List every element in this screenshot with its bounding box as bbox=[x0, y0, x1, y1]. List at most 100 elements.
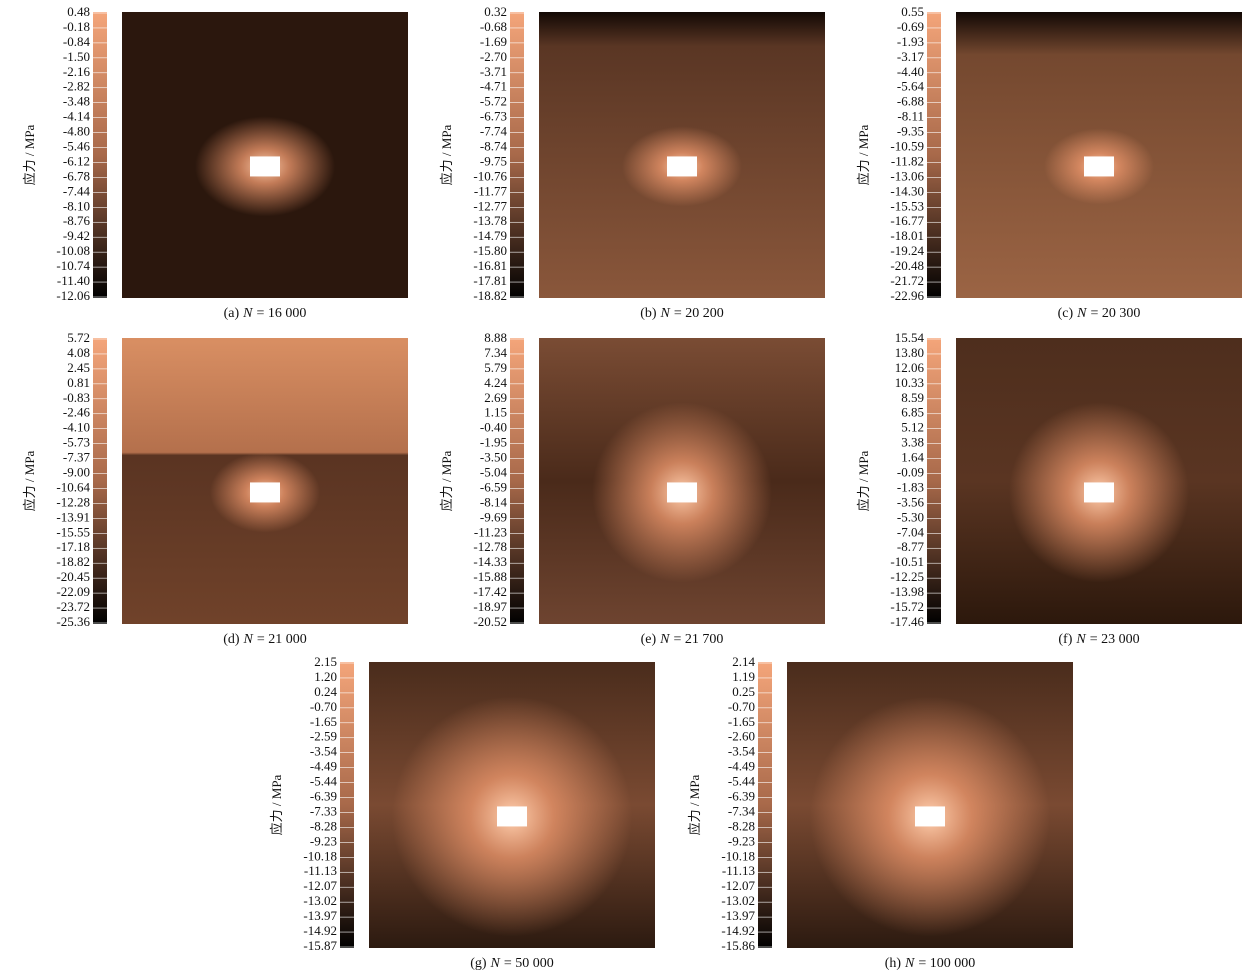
colorbar-tick-label: -25.36 bbox=[56, 614, 90, 629]
colorbar-tick-label: -9.75 bbox=[480, 153, 507, 168]
colorbar-tick-label: -7.33 bbox=[310, 803, 337, 818]
caption-label: (d) bbox=[223, 632, 240, 647]
colorbar-tick-label: 2.15 bbox=[314, 654, 337, 669]
caption-variable: N bbox=[490, 956, 501, 971]
colorbar-tick-label: -17.46 bbox=[890, 614, 924, 629]
colorbar-tick-label: 2.14 bbox=[732, 654, 755, 669]
caption-variable: N bbox=[243, 632, 254, 647]
colorbar-tick-label: -20.48 bbox=[890, 258, 924, 273]
colorbar-tick-label: 1.64 bbox=[901, 450, 924, 465]
colorbar-tick-label: -6.12 bbox=[63, 153, 90, 168]
caption-variable: N bbox=[904, 956, 915, 971]
colorbar-tick-label: 6.85 bbox=[901, 405, 924, 420]
colorbar-tick-label: -5.72 bbox=[480, 94, 507, 109]
colorbar-tick-label: -8.28 bbox=[310, 818, 337, 833]
colorbar-tick-label: -7.37 bbox=[63, 450, 91, 465]
colorbar-tick-label: -2.82 bbox=[63, 79, 90, 94]
colorbar-tick-label: -14.92 bbox=[303, 923, 337, 938]
colorbar-tick-label: 4.08 bbox=[67, 345, 90, 360]
caption-value: = 16 000 bbox=[256, 306, 306, 321]
colorbar-tick-label: -7.34 bbox=[728, 803, 756, 818]
colorbar-tick-label: 0.48 bbox=[67, 4, 90, 19]
colorbar-tick-label: -9.42 bbox=[63, 228, 90, 243]
colorbar-tick-label: -0.68 bbox=[480, 19, 507, 34]
colorbar-tick-label: -18.97 bbox=[473, 599, 507, 614]
colorbar-tick-label: 0.32 bbox=[484, 4, 507, 19]
colorbar-tick-label: -10.08 bbox=[56, 243, 90, 258]
colorbar-tick-label: -8.11 bbox=[897, 109, 924, 124]
colorbar-tick-label: -12.77 bbox=[473, 198, 507, 213]
colorbar-tick-label: -4.80 bbox=[63, 124, 90, 139]
colorbar-tick-label: -20.45 bbox=[56, 569, 90, 584]
colorbar-tick-label: 8.88 bbox=[484, 330, 507, 345]
colorbar-tick-label: -8.10 bbox=[63, 198, 90, 213]
colorbar-tick-label: -14.92 bbox=[721, 923, 755, 938]
colorbar-tick-label: -8.14 bbox=[480, 494, 508, 509]
colorbar-tick-label: -7.04 bbox=[897, 524, 925, 539]
colorbar-tick-label: -14.30 bbox=[890, 183, 924, 198]
colorbar-tick-label: -0.70 bbox=[728, 699, 755, 714]
axis-label: 应力 / MPa bbox=[269, 774, 284, 835]
caption-label: (c) bbox=[1058, 306, 1074, 321]
caption: (h)N= 100 000 bbox=[885, 956, 976, 971]
caption: (b)N= 20 200 bbox=[640, 306, 724, 321]
caption: (d)N= 21 000 bbox=[223, 632, 307, 647]
colorbar-tick-label: -1.65 bbox=[728, 714, 755, 729]
colorbar-tick-label: -4.10 bbox=[63, 420, 90, 435]
colorbar bbox=[510, 12, 524, 298]
colorbar-tick-label: -0.09 bbox=[897, 465, 924, 480]
colorbar-tick-label: -7.74 bbox=[480, 124, 508, 139]
caption-variable: N bbox=[1076, 306, 1087, 321]
caption-value: = 50 000 bbox=[504, 956, 554, 971]
colorbar bbox=[93, 338, 107, 624]
panel: 8.887.345.794.242.691.15-0.40-1.95-3.50-… bbox=[439, 330, 825, 647]
cavity bbox=[667, 156, 697, 176]
panel: 0.32-0.68-1.69-2.70-3.71-4.71-5.72-6.73-… bbox=[439, 4, 825, 321]
colorbar-tick-label: 2.69 bbox=[484, 390, 507, 405]
colorbar-tick-label: -17.42 bbox=[473, 584, 507, 599]
panel: 2.151.200.24-0.70-1.65-2.59-3.54-4.49-5.… bbox=[269, 654, 655, 971]
colorbar-tick-label: -18.82 bbox=[473, 288, 507, 303]
panel: 5.724.082.450.81-0.83-2.46-4.10-5.73-7.3… bbox=[22, 330, 408, 647]
colorbar-tick-label: -22.09 bbox=[56, 584, 90, 599]
caption: (c)N= 20 300 bbox=[1058, 306, 1141, 321]
axis-label: 应力 / MPa bbox=[22, 450, 37, 511]
colorbar-tick-label: -17.81 bbox=[473, 273, 507, 288]
caption-variable: N bbox=[1075, 632, 1086, 647]
colorbar-tick-label: -6.88 bbox=[897, 94, 924, 109]
colorbar-tick-label: -0.84 bbox=[63, 34, 91, 49]
colorbar-tick-label: -13.02 bbox=[303, 893, 337, 908]
colorbar-tick-label: -1.65 bbox=[310, 714, 337, 729]
colorbar-tick-label: -10.51 bbox=[890, 554, 924, 569]
colorbar-tick-label: -15.88 bbox=[473, 569, 507, 584]
colorbar-tick-label: -10.18 bbox=[721, 848, 755, 863]
colorbar-tick-label: -13.97 bbox=[721, 908, 755, 923]
colorbar-tick-label: -11.82 bbox=[891, 153, 924, 168]
colorbar-tick-label: -12.25 bbox=[890, 569, 924, 584]
colorbar-tick-label: -2.46 bbox=[63, 405, 91, 420]
colorbar-tick-label: -6.78 bbox=[63, 168, 90, 183]
colorbar-tick-label: -10.64 bbox=[56, 479, 90, 494]
cavity bbox=[667, 482, 697, 502]
colorbar-tick-label: -1.69 bbox=[480, 34, 507, 49]
caption-value: = 20 200 bbox=[674, 306, 724, 321]
colorbar-tick-label: -6.59 bbox=[480, 479, 507, 494]
colorbar-tick-label: -16.81 bbox=[473, 258, 507, 273]
colorbar-tick-label: -4.49 bbox=[310, 759, 337, 774]
colorbar-tick-label: -6.39 bbox=[728, 789, 755, 804]
colorbar-tick-label: -17.18 bbox=[56, 539, 90, 554]
colorbar-tick-label: -20.52 bbox=[473, 614, 507, 629]
colorbar-tick-label: -0.70 bbox=[310, 699, 337, 714]
colorbar-tick-label: -11.13 bbox=[722, 863, 755, 878]
colorbar bbox=[927, 338, 941, 624]
colorbar-tick-label: -3.50 bbox=[480, 450, 507, 465]
cavity bbox=[915, 806, 945, 826]
caption-variable: N bbox=[242, 306, 253, 321]
axis-label: 应力 / MPa bbox=[22, 124, 37, 185]
panel: 15.5413.8012.0610.338.596.855.123.381.64… bbox=[856, 330, 1242, 647]
colorbar-tick-label: -10.59 bbox=[890, 139, 924, 154]
colorbar-tick-label: -3.54 bbox=[728, 744, 756, 759]
colorbar-tick-label: -18.82 bbox=[56, 554, 90, 569]
colorbar-tick-label: 1.20 bbox=[314, 669, 337, 684]
cavity bbox=[250, 156, 280, 176]
